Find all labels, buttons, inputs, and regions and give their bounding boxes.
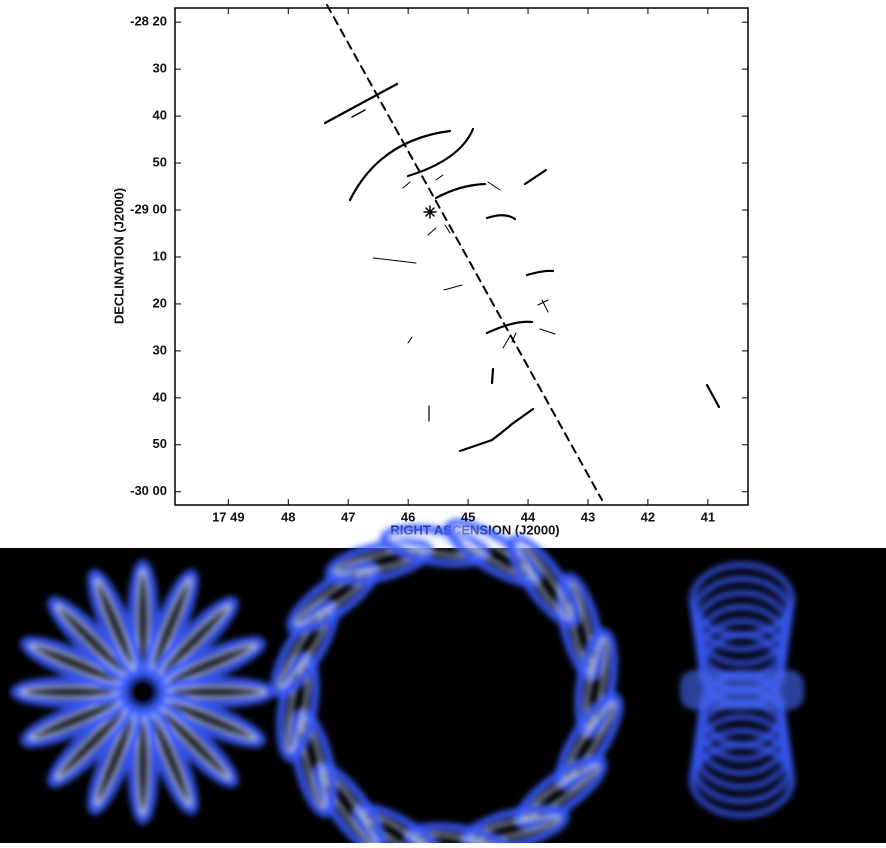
petal-core (150, 577, 192, 672)
filament (402, 174, 501, 236)
petal-core (584, 637, 608, 730)
petal-core (361, 811, 441, 848)
x-tick-label: 46 (401, 509, 415, 524)
galactic-plane (326, 4, 603, 501)
petal (127, 705, 159, 825)
petal-core (163, 643, 258, 685)
petal-core (286, 660, 310, 753)
petal-core (55, 604, 128, 677)
petal-core (516, 542, 572, 620)
petal-core (389, 534, 482, 558)
petal-core (158, 707, 231, 780)
petal (143, 569, 199, 681)
filament (323, 82, 399, 125)
petal (47, 596, 136, 685)
ring (692, 713, 792, 791)
y-axis-label: DECLINATION (J2000) (111, 188, 126, 324)
y-tick-label: 30 (153, 61, 167, 76)
y-tick-label: 30 (153, 342, 167, 357)
petal (127, 559, 159, 679)
x-tick-label: 41 (701, 509, 715, 524)
petal-core (300, 717, 327, 809)
filament (372, 257, 556, 344)
petal-core (278, 609, 331, 689)
filament (523, 168, 548, 186)
petal-core (563, 701, 616, 781)
petal-core (294, 570, 372, 626)
ring-band (680, 670, 804, 710)
filament (485, 320, 534, 335)
petal-core (19, 686, 121, 698)
y-tick-label: 50 (153, 436, 167, 451)
petal-core (469, 815, 561, 842)
petal-core (137, 714, 149, 816)
simulation-renders (10, 518, 804, 848)
petal (10, 676, 130, 708)
petal-core (28, 699, 123, 741)
petal (20, 692, 132, 748)
filament (434, 182, 487, 200)
x-tick-label: 44 (521, 509, 536, 524)
x-tick-label: 42 (641, 509, 655, 524)
petal (47, 699, 136, 788)
petal-core (158, 604, 231, 677)
petal (154, 636, 266, 692)
petal-core (165, 686, 267, 698)
filament (348, 129, 452, 202)
filament (351, 109, 366, 118)
petal (150, 596, 239, 685)
core-hole (131, 680, 155, 704)
ring (692, 589, 792, 667)
petal-core (163, 699, 258, 741)
y-tick-label: -28 20 (130, 14, 167, 29)
petal-core (94, 577, 136, 672)
y-tick-label: -29 00 (130, 201, 167, 216)
petal (87, 569, 143, 681)
petal-core (522, 764, 600, 820)
petal (156, 676, 276, 708)
x-tick-label: 48 (281, 509, 295, 524)
filaments (323, 4, 721, 501)
sgr-a-star (423, 205, 437, 219)
petal-core (333, 548, 425, 575)
y-tick-label: 20 (153, 295, 167, 310)
filament (406, 127, 475, 178)
petal (154, 692, 266, 748)
y-tick-label: 50 (153, 154, 167, 169)
petal-core (412, 832, 505, 848)
petal-core (94, 712, 136, 807)
filament (502, 332, 517, 349)
petal (506, 534, 582, 628)
y-tick-label: -30 00 (130, 483, 167, 498)
filament (490, 367, 495, 385)
filament (525, 269, 555, 277)
petal (150, 699, 239, 788)
x-tick-label: 17 49 (212, 509, 245, 524)
petal-core (28, 643, 123, 685)
ring (690, 727, 794, 805)
petal-core (55, 707, 128, 780)
ring (690, 575, 794, 653)
plot-frame (174, 7, 749, 506)
petal-core (453, 526, 533, 579)
y-tick-label: 10 (153, 248, 167, 263)
petal-core (150, 712, 192, 807)
petal (143, 703, 199, 815)
filament (705, 383, 721, 409)
y-tick-label: 40 (153, 108, 167, 123)
x-tick-label: 43 (581, 509, 595, 524)
x-tick-label: 47 (341, 509, 355, 524)
filament (485, 214, 517, 221)
filament (458, 407, 535, 453)
x-tick-label: 45 (461, 509, 475, 524)
y-tick-label: 40 (153, 389, 167, 404)
petal (87, 703, 143, 815)
petal (20, 636, 132, 692)
petal-core (137, 568, 149, 670)
